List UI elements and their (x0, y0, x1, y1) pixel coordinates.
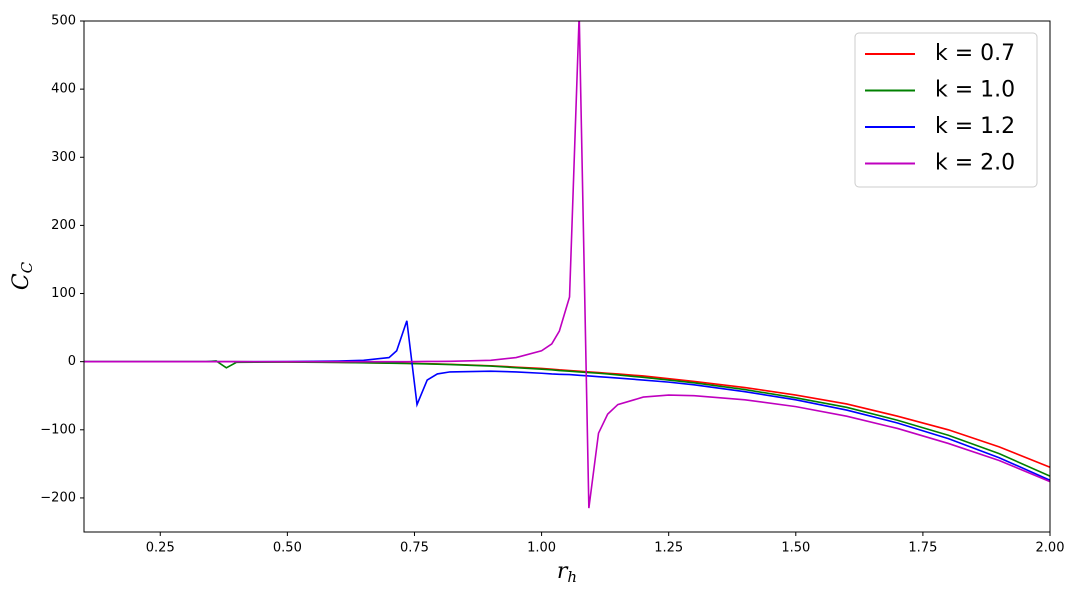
y-label-sub: C (18, 261, 36, 273)
y-tick-label: −100 (40, 422, 76, 437)
axes-frame (83, 20, 1051, 533)
series-line (84, 360, 1050, 469)
legend-box (854, 32, 1038, 188)
legend-label: k = 2.0 (935, 151, 1015, 176)
y-tick-label: 200 (51, 218, 76, 233)
x-axis-label: rh (557, 559, 577, 586)
legend-label: k = 1.0 (935, 78, 1015, 103)
y-tick-label: −200 (40, 490, 76, 505)
x-tick-label: 1.25 (654, 541, 683, 556)
y-tick-label: 0 (68, 354, 76, 369)
x-tick-label: 1.00 (527, 541, 556, 556)
x-tick-label: 0.25 (146, 541, 175, 556)
y-label-base: C (9, 273, 34, 290)
series-line (84, 21, 1050, 509)
series-line (84, 320, 1050, 481)
y-tick-label: 100 (51, 286, 76, 301)
y-tick-label: 300 (51, 150, 76, 165)
x-label-base: r (557, 559, 569, 584)
x-tick-label: 0.50 (273, 541, 302, 556)
legend-label: k = 1.2 (935, 114, 1015, 139)
x-tick-label: 2.00 (1036, 541, 1065, 556)
y-axis-label: CC (9, 261, 36, 290)
x-tick-label: 0.75 (400, 541, 429, 556)
y-tick-label: 500 (51, 14, 76, 29)
x-tick-label: 1.75 (908, 541, 937, 556)
x-label-sub: h (567, 568, 577, 586)
x-tick-label: 1.50 (781, 541, 810, 556)
legend-label: k = 0.7 (935, 41, 1015, 66)
plot-area (84, 21, 1050, 509)
y-tick-label: 400 (51, 82, 76, 97)
